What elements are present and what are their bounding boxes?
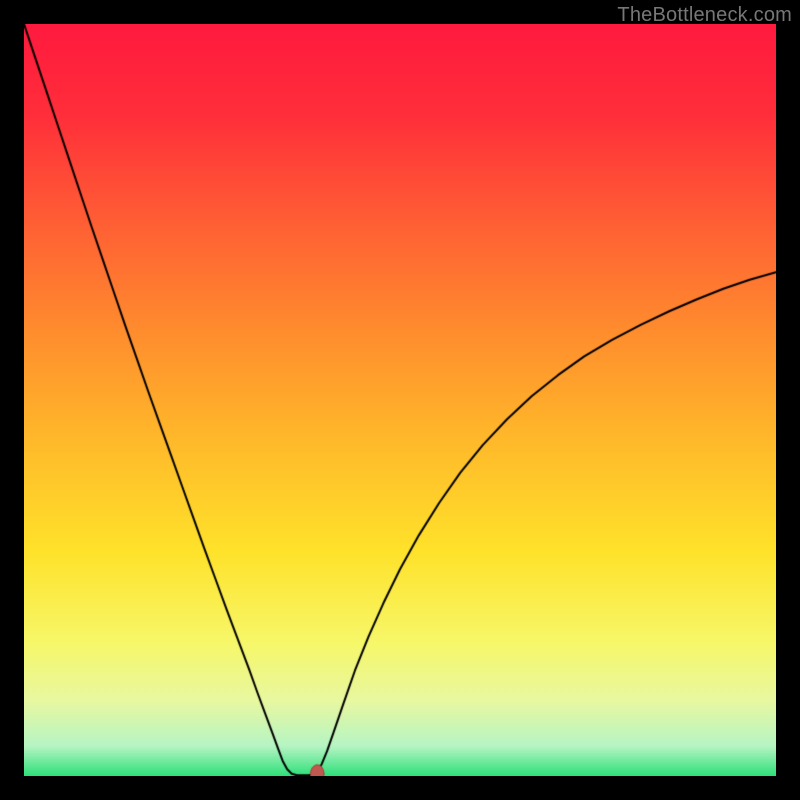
plot-canvas [24, 24, 776, 776]
chart-container: TheBottleneck.com [0, 0, 800, 800]
plot-area [24, 24, 776, 776]
